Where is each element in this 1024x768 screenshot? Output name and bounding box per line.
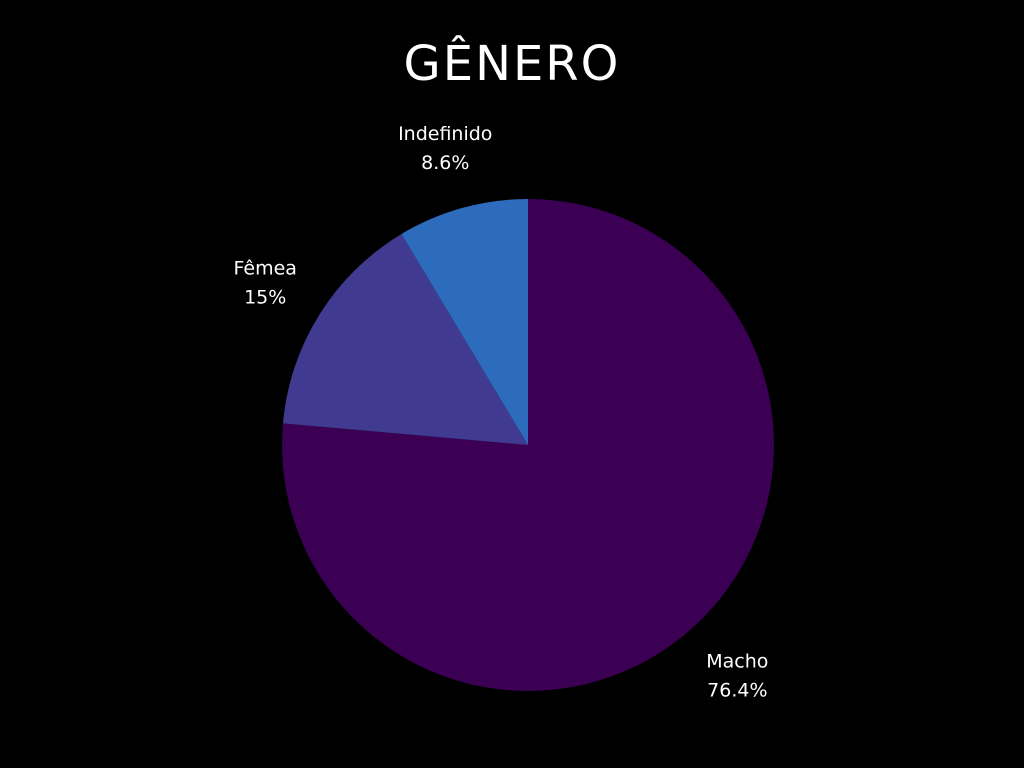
pie-slice-femea [282, 234, 528, 445]
slice-labels: Macho 76.4% Fêmea 15% Indefinido 8.6% [234, 123, 769, 701]
slice-label-name: Indefinido [398, 123, 492, 145]
pie-slice-indefinido [401, 199, 528, 445]
slice-label-name: Macho [706, 651, 768, 673]
chart-title: GÊNERO [404, 35, 621, 92]
pie-slices [282, 199, 775, 691]
slice-label-value: 8.6% [421, 152, 469, 174]
slice-label-name: Fêmea [234, 258, 297, 280]
slice-label-value: 15% [244, 287, 286, 309]
slice-label-value: 76.4% [707, 680, 767, 702]
